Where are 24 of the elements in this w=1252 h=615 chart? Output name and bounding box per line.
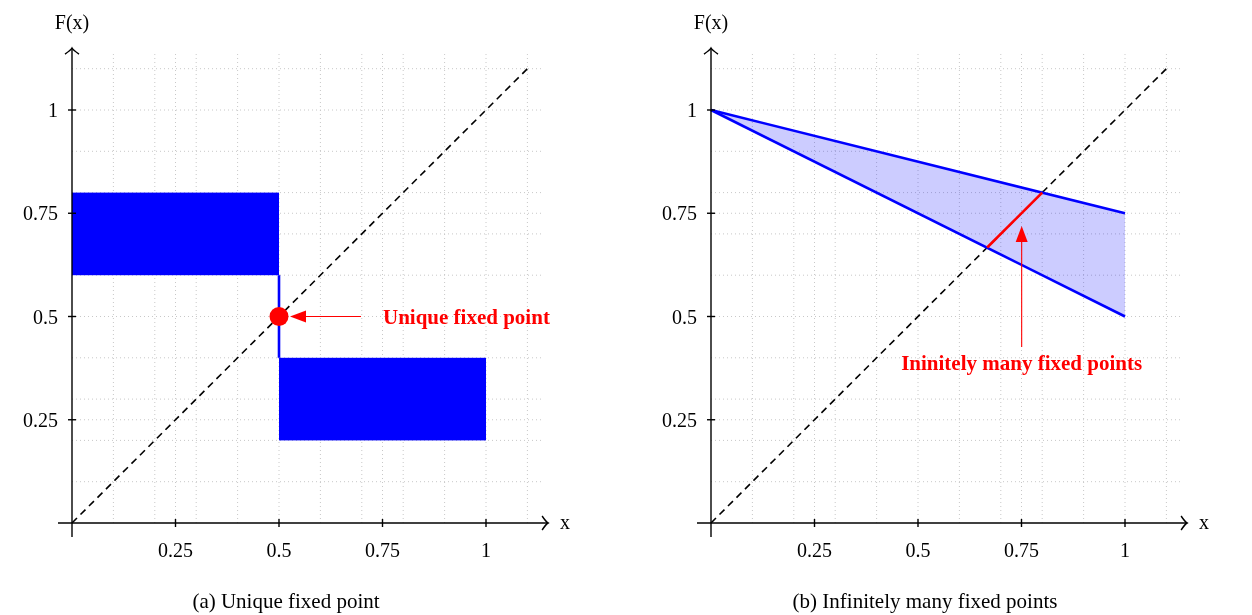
y-tick-label: 0.75 [662, 202, 697, 225]
annotation: Ininitely many fixed points [901, 351, 1143, 376]
y-tick-label: 0.5 [33, 305, 58, 328]
y-tick-label: 0.25 [23, 408, 58, 431]
x-axis-title: x [1199, 511, 1210, 533]
x-tick-label: 1 [1120, 539, 1130, 561]
x-tick-label: 0.75 [1004, 539, 1039, 561]
y-tick-label: 1 [687, 99, 697, 121]
x-tick-label: 0.75 [365, 539, 400, 561]
x-tick-label: 0.25 [158, 539, 193, 561]
annotation: Unique fixed point [383, 304, 550, 329]
y-tick-label: 0.75 [23, 202, 58, 225]
y-tick-label: 0.25 [662, 408, 697, 431]
y-axis-title: F(x) [693, 11, 729, 34]
y-axis-title: F(x) [54, 11, 90, 34]
x-axis-title: x [560, 511, 571, 533]
text: (b) Infinitely many fixed points [792, 589, 1058, 613]
x-tick-label: 1 [481, 539, 491, 561]
text: (a) Unique fixed point [192, 589, 380, 613]
y-tick-label: 1 [48, 99, 58, 121]
x-tick-label: 0.5 [266, 539, 292, 561]
y-tick-label: 0.5 [672, 305, 697, 328]
x-tick-label: 0.5 [905, 539, 931, 561]
x-tick-label: 0.25 [797, 539, 832, 561]
